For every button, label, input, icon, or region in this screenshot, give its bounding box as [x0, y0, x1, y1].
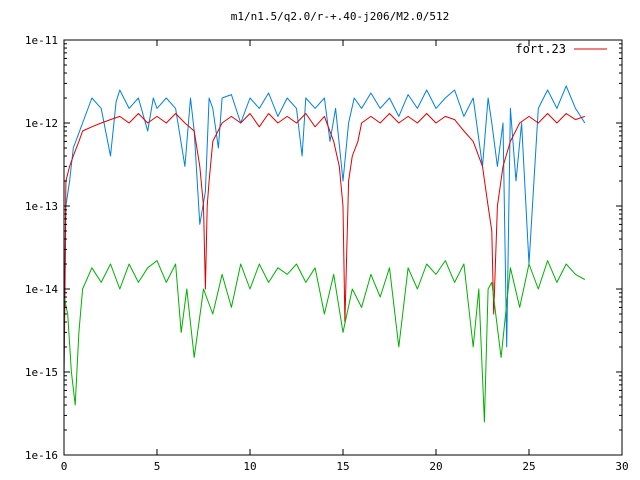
y-tick-label: 1e-11	[25, 34, 58, 47]
x-tick-label: 15	[336, 460, 349, 473]
series-line-2	[63, 113, 585, 373]
plot-frame	[63, 39, 623, 456]
ticks-layer: 0 5 10 15 20 25 30 1e-16 1e-15 1e-14 1e-13 1e-12 1e-…	[25, 34, 629, 473]
x-tick-label: 20	[429, 460, 442, 473]
x-tick-label: 5	[154, 460, 161, 473]
y-tick-label: 1e-13	[25, 200, 58, 213]
x-tick-label: 25	[522, 460, 535, 473]
x-tick-label: 0	[61, 460, 68, 473]
legend-label: fort.23	[515, 42, 566, 56]
y-tick-label: 1e-14	[25, 283, 58, 296]
x-tick-label: 30	[615, 460, 628, 473]
x-tick-label: 10	[243, 460, 256, 473]
series-line-1	[63, 85, 586, 381]
chart-title: m1/n1.5/q2.0/r-+.40-j206/M2.0/512	[231, 10, 450, 23]
y-tick-label: 1e-15	[25, 366, 58, 379]
series-layer	[63, 85, 586, 423]
legend: fort.23	[515, 42, 607, 56]
y-tick-label: 1e-16	[25, 449, 58, 462]
y-tick-label: 1e-12	[25, 117, 58, 130]
series-line-3	[63, 260, 586, 423]
